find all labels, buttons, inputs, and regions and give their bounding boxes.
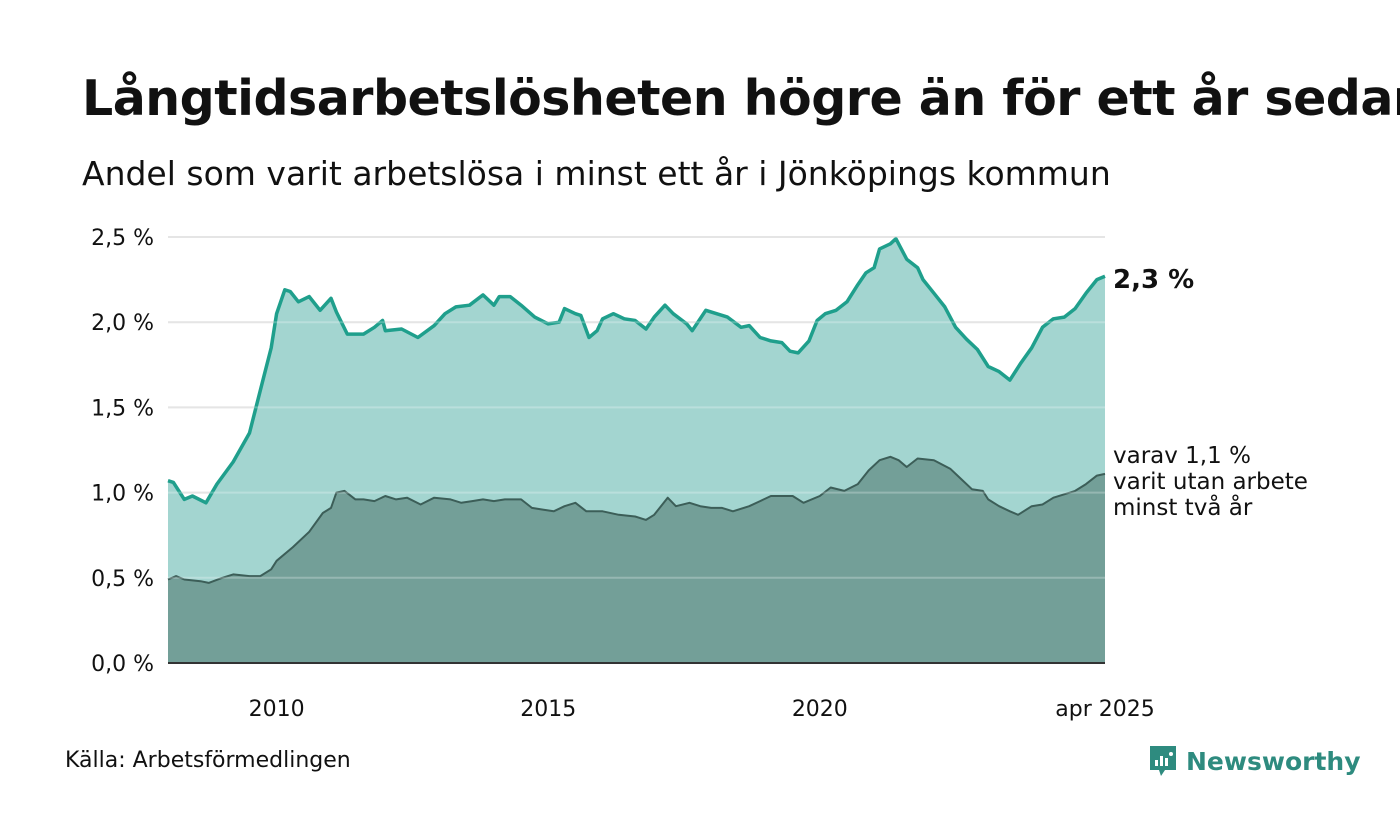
y-tick-label: 1,5 %	[91, 396, 154, 421]
brand-logo: Newsworthy	[1148, 744, 1361, 778]
x-tick-label: 2010	[249, 697, 305, 722]
x-tick-label: apr 2025	[1055, 697, 1154, 722]
y-tick-label: 1,0 %	[91, 482, 154, 507]
y-tick-label: 0,5 %	[91, 567, 154, 592]
source-note: Källa: Arbetsförmedlingen	[65, 748, 351, 773]
chart-title: Långtidsarbetslösheten högre än för ett …	[82, 70, 1400, 127]
grid-lines-overlay	[168, 236, 1105, 579]
lower-series-line	[167, 455, 1106, 584]
end-value-label: 2,3 %	[1113, 265, 1194, 295]
chart-subtitle: Andel som varit arbetslösa i minst ett å…	[82, 154, 1111, 193]
lower-note-line-3: minst två år	[1113, 493, 1253, 521]
y-axis-ticks: 0,0 % 0,5 % 1,0 % 1,5 % 2,0 % 2,5 %	[91, 226, 154, 677]
y-tick-label: 0,0 %	[91, 652, 154, 677]
newsworthy-logo-icon	[1150, 746, 1176, 776]
lower-note-line-2: varit utan arbete	[1113, 469, 1308, 495]
upper-series-line	[167, 236, 1106, 505]
brand-name: Newsworthy	[1186, 746, 1361, 776]
y-tick-label: 2,5 %	[91, 226, 154, 251]
x-axis-ticks: 2010 2015 2020 apr 2025	[249, 697, 1155, 722]
area-chart: 0,0 %0,5 %1,0 %1,5 %2,0 %2,5 % 2010 2015 2…	[91, 226, 1308, 722]
lower-series-area	[168, 456, 1105, 663]
x-tick-label: 2020	[792, 697, 848, 722]
x-tick-label: 2015	[520, 697, 576, 722]
lower-note-line-1: varav 1,1 %	[1113, 443, 1251, 469]
y-tick-label: 2,0 %	[91, 311, 154, 336]
